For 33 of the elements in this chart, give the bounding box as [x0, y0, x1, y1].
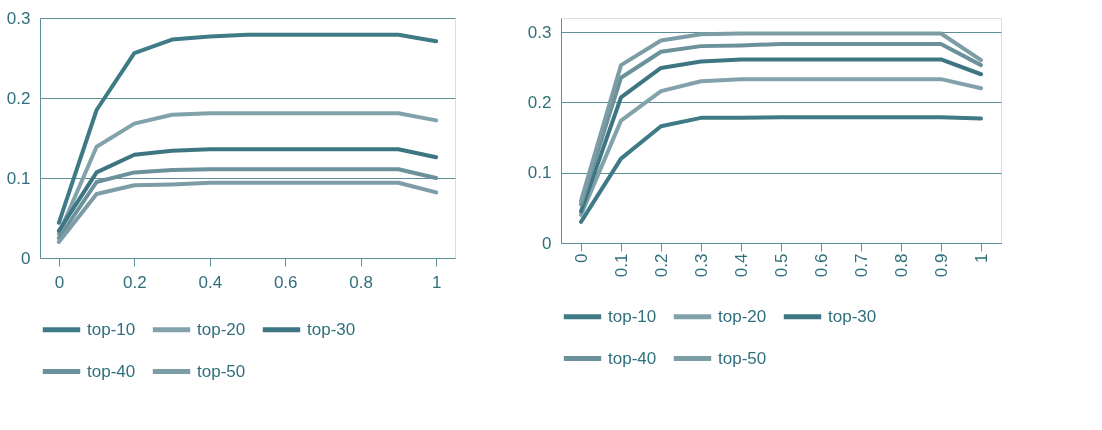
x-tick-label: 0 [571, 253, 591, 263]
x-tick-label: 0.8 [349, 272, 373, 292]
y-tick-label: 0.3 [527, 22, 552, 42]
legend-label: top-10 [608, 306, 657, 326]
x-tick-label: 0.3 [691, 253, 711, 278]
y-tick-label: 0.1 [527, 163, 552, 183]
x-tick-label: 0.2 [651, 253, 671, 278]
x-tick-label: 1 [431, 272, 442, 292]
x-tick-label: 0.8 [891, 253, 911, 278]
legend-label: top-40 [608, 348, 657, 368]
x-tick-label: 1 [971, 253, 991, 263]
legend-label: top-30 [307, 319, 356, 339]
legend-label: top-20 [718, 306, 767, 326]
y-tick-label: 0.3 [6, 8, 31, 28]
legend-label: top-40 [87, 361, 136, 381]
x-tick-label: 0.5 [771, 253, 791, 278]
legend-label: top-50 [197, 361, 246, 381]
y-tick-label: 0.1 [6, 168, 31, 188]
x-tick-label: 0.9 [931, 253, 951, 278]
legend-label: top-10 [87, 319, 136, 339]
legend-label: top-20 [197, 319, 246, 339]
x-tick-label: 0.6 [273, 272, 298, 292]
x-tick-label: 0 [54, 272, 65, 292]
x-tick-label: 0.4 [731, 253, 751, 278]
x-tick-label: 0.6 [811, 253, 831, 278]
x-tick-label: 0.2 [123, 272, 147, 292]
y-tick-label: 0.2 [527, 92, 552, 112]
legend-label: top-50 [718, 348, 767, 368]
x-tick-label: 0.7 [851, 253, 871, 278]
x-tick-label: 0.4 [198, 272, 223, 292]
x-tick-label: 0.1 [611, 253, 631, 278]
y-tick-label: 0.2 [6, 88, 31, 108]
legend-label: top-30 [828, 306, 877, 326]
